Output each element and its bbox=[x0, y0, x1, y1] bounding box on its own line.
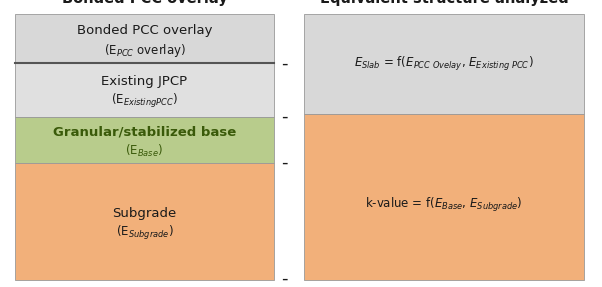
Text: Subgrade: Subgrade bbox=[113, 207, 176, 220]
Text: $E_{Slab}$ = f($E_{PCC\ Ovelay}$, $E_{Existing\ PCC}$): $E_{Slab}$ = f($E_{PCC\ Ovelay}$, $E_{Ex… bbox=[354, 55, 534, 73]
Text: Equivalent structure analyzed: Equivalent structure analyzed bbox=[320, 0, 568, 6]
Text: Bonded PCC overlay: Bonded PCC overlay bbox=[61, 0, 228, 6]
Bar bbox=[304, 14, 584, 114]
Text: Bonded PCC overlay: Bonded PCC overlay bbox=[76, 24, 213, 37]
Bar bbox=[15, 14, 274, 63]
Bar bbox=[15, 117, 274, 163]
Text: (E$_{PCC}$ overlay): (E$_{PCC}$ overlay) bbox=[104, 42, 185, 59]
Text: -: - bbox=[281, 269, 287, 287]
Text: -: - bbox=[281, 154, 287, 172]
Bar bbox=[15, 63, 274, 117]
Text: (E$_{Base}$): (E$_{Base}$) bbox=[125, 143, 164, 159]
Text: k-value = f($E_{Base}$, $E_{Subgrade}$): k-value = f($E_{Base}$, $E_{Subgrade}$) bbox=[365, 197, 523, 214]
Text: (E$_{Subgrade}$): (E$_{Subgrade}$) bbox=[116, 224, 173, 242]
Text: Existing JPCP: Existing JPCP bbox=[101, 75, 188, 88]
Bar bbox=[304, 114, 584, 280]
Text: -: - bbox=[281, 55, 287, 72]
Bar bbox=[15, 163, 274, 280]
Text: (E$_{Existing PCC}$): (E$_{Existing PCC}$) bbox=[111, 92, 178, 110]
Text: Granular/stabilized base: Granular/stabilized base bbox=[53, 125, 236, 138]
Text: -: - bbox=[281, 108, 287, 125]
